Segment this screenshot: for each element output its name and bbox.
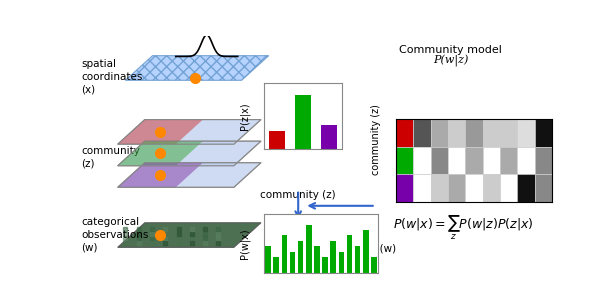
Bar: [363, 230, 368, 273]
Text: observation type (w): observation type (w): [289, 244, 397, 254]
Bar: [413, 119, 431, 146]
Bar: [517, 174, 535, 202]
Bar: [295, 95, 311, 148]
Bar: [338, 252, 344, 273]
Polygon shape: [118, 141, 203, 166]
Bar: [298, 241, 304, 273]
Text: P(w|z): P(w|z): [433, 55, 469, 67]
Bar: [314, 246, 320, 273]
Bar: [466, 174, 482, 202]
Bar: [413, 174, 431, 202]
Bar: [482, 146, 500, 174]
Bar: [281, 236, 287, 273]
Bar: [535, 174, 552, 202]
Bar: [535, 146, 552, 174]
Bar: [500, 119, 517, 146]
Bar: [306, 225, 311, 273]
Bar: [466, 146, 482, 174]
Bar: [482, 119, 500, 146]
Text: community
(z): community (z): [81, 146, 140, 168]
Text: observation type (w): observation type (w): [400, 193, 502, 203]
Bar: [448, 119, 466, 146]
Bar: [448, 146, 466, 174]
Polygon shape: [125, 56, 269, 80]
Bar: [274, 257, 279, 273]
Polygon shape: [118, 120, 203, 144]
Bar: [500, 146, 517, 174]
Bar: [466, 119, 482, 146]
Text: community (z): community (z): [371, 104, 381, 175]
Bar: [431, 174, 448, 202]
Bar: [396, 146, 413, 174]
Bar: [413, 146, 431, 174]
Polygon shape: [118, 120, 261, 144]
Bar: [396, 174, 413, 202]
Bar: [448, 174, 466, 202]
Polygon shape: [118, 141, 261, 166]
Bar: [347, 236, 352, 273]
Bar: [371, 257, 377, 273]
Bar: [265, 246, 271, 273]
Bar: [517, 119, 535, 146]
Text: $P(w|x) = \sum_z P(w|z)P(z|x)$: $P(w|x) = \sum_z P(w|z)P(z|x)$: [393, 214, 533, 242]
Polygon shape: [118, 163, 261, 187]
Y-axis label: P(w|x): P(w|x): [240, 228, 250, 259]
Bar: [322, 257, 328, 273]
Text: spatial
coordinates
(x): spatial coordinates (x): [81, 59, 143, 94]
Bar: [482, 174, 500, 202]
Polygon shape: [118, 163, 203, 187]
Bar: [396, 119, 413, 146]
Bar: [321, 125, 337, 148]
Bar: [355, 246, 361, 273]
Bar: [535, 119, 552, 146]
Bar: [290, 252, 295, 273]
Bar: [331, 241, 336, 273]
Text: Community model: Community model: [400, 45, 502, 55]
Bar: [517, 146, 535, 174]
Text: categorical
observations
(w): categorical observations (w): [81, 217, 149, 252]
Bar: [431, 119, 448, 146]
Y-axis label: P(z|x): P(z|x): [239, 102, 250, 130]
Bar: [269, 131, 285, 148]
Text: community (z): community (z): [260, 190, 336, 200]
Polygon shape: [118, 223, 261, 247]
Bar: [431, 146, 448, 174]
Bar: [500, 174, 517, 202]
